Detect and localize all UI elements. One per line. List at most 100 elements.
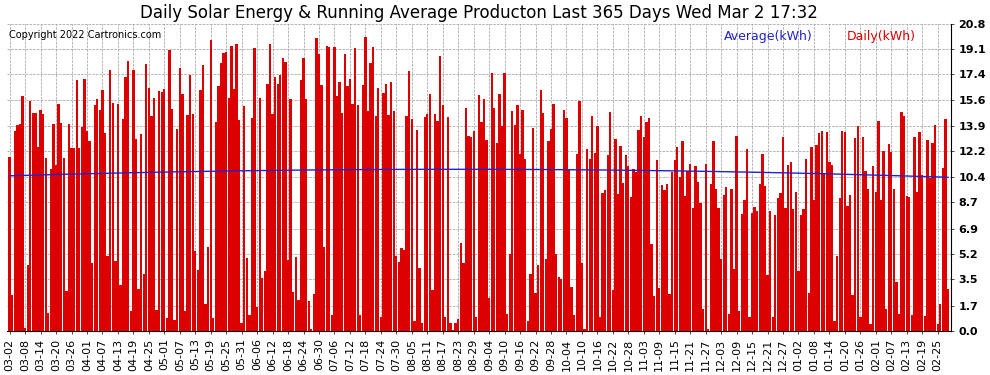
Bar <box>769 211 771 331</box>
Bar <box>143 274 145 331</box>
Bar <box>797 271 800 331</box>
Bar <box>583 329 586 331</box>
Bar <box>914 137 916 331</box>
Bar <box>645 122 647 331</box>
Bar <box>707 329 710 331</box>
Bar <box>99 111 101 331</box>
Bar <box>321 86 323 331</box>
Bar <box>65 291 67 331</box>
Bar <box>934 125 937 331</box>
Bar <box>586 149 588 331</box>
Bar <box>184 310 186 331</box>
Bar <box>231 46 233 331</box>
Bar <box>328 47 331 331</box>
Bar <box>937 324 939 331</box>
Bar <box>895 282 898 331</box>
Bar <box>419 268 421 331</box>
Bar <box>803 209 805 331</box>
Bar <box>467 136 469 331</box>
Bar <box>818 133 821 331</box>
Bar <box>893 189 895 331</box>
Bar <box>638 130 640 331</box>
Bar <box>867 189 869 331</box>
Bar <box>94 105 96 331</box>
Bar <box>831 165 834 331</box>
Bar <box>29 101 32 331</box>
Bar <box>297 300 300 331</box>
Bar <box>244 106 246 331</box>
Bar <box>498 93 501 331</box>
Bar <box>451 330 454 331</box>
Bar <box>573 315 575 331</box>
Bar <box>766 275 768 331</box>
Bar <box>810 147 813 331</box>
Bar <box>511 111 514 331</box>
Bar <box>125 77 127 331</box>
Bar <box>101 90 104 331</box>
Bar <box>846 207 848 331</box>
Bar <box>856 126 859 331</box>
Bar <box>429 94 431 331</box>
Bar <box>699 203 702 331</box>
Bar <box>24 328 27 331</box>
Bar <box>308 301 310 331</box>
Bar <box>271 114 274 331</box>
Bar <box>199 90 202 331</box>
Bar <box>488 298 490 331</box>
Bar <box>241 323 243 331</box>
Bar <box>756 211 758 331</box>
Bar <box>901 112 903 331</box>
Bar <box>181 94 183 331</box>
Bar <box>150 116 152 331</box>
Bar <box>248 315 250 331</box>
Bar <box>282 58 284 331</box>
Bar <box>57 104 59 331</box>
Bar <box>146 64 148 331</box>
Bar <box>202 64 204 331</box>
Bar <box>522 110 524 331</box>
Bar <box>888 144 890 331</box>
Bar <box>194 251 196 331</box>
Bar <box>289 99 292 331</box>
Bar <box>697 182 699 331</box>
Bar <box>40 110 42 331</box>
Bar <box>517 105 519 331</box>
Bar <box>552 104 554 331</box>
Bar <box>633 169 635 331</box>
Bar <box>416 129 418 331</box>
Bar <box>393 111 395 331</box>
Bar <box>720 259 723 331</box>
Bar <box>390 82 392 331</box>
Bar <box>946 289 949 331</box>
Bar <box>731 189 733 331</box>
Bar <box>483 99 485 331</box>
Bar <box>779 194 781 331</box>
Bar <box>11 295 14 331</box>
Bar <box>843 132 846 331</box>
Bar <box>861 136 864 331</box>
Bar <box>543 113 545 331</box>
Bar <box>168 50 170 331</box>
Bar <box>816 145 818 331</box>
Bar <box>207 247 209 331</box>
Bar <box>315 38 318 331</box>
Bar <box>745 149 748 331</box>
Bar <box>758 184 761 331</box>
Bar <box>614 139 617 331</box>
Bar <box>885 309 887 331</box>
Bar <box>217 87 220 331</box>
Bar <box>228 98 230 331</box>
Bar <box>454 322 456 331</box>
Bar <box>821 131 823 331</box>
Bar <box>225 51 228 331</box>
Bar <box>944 118 946 331</box>
Bar <box>434 114 437 331</box>
Bar <box>173 320 176 331</box>
Bar <box>127 61 130 331</box>
Bar <box>710 183 712 331</box>
Bar <box>741 214 742 331</box>
Bar <box>829 162 831 331</box>
Bar <box>655 160 657 331</box>
Bar <box>361 85 364 331</box>
Bar <box>813 200 815 331</box>
